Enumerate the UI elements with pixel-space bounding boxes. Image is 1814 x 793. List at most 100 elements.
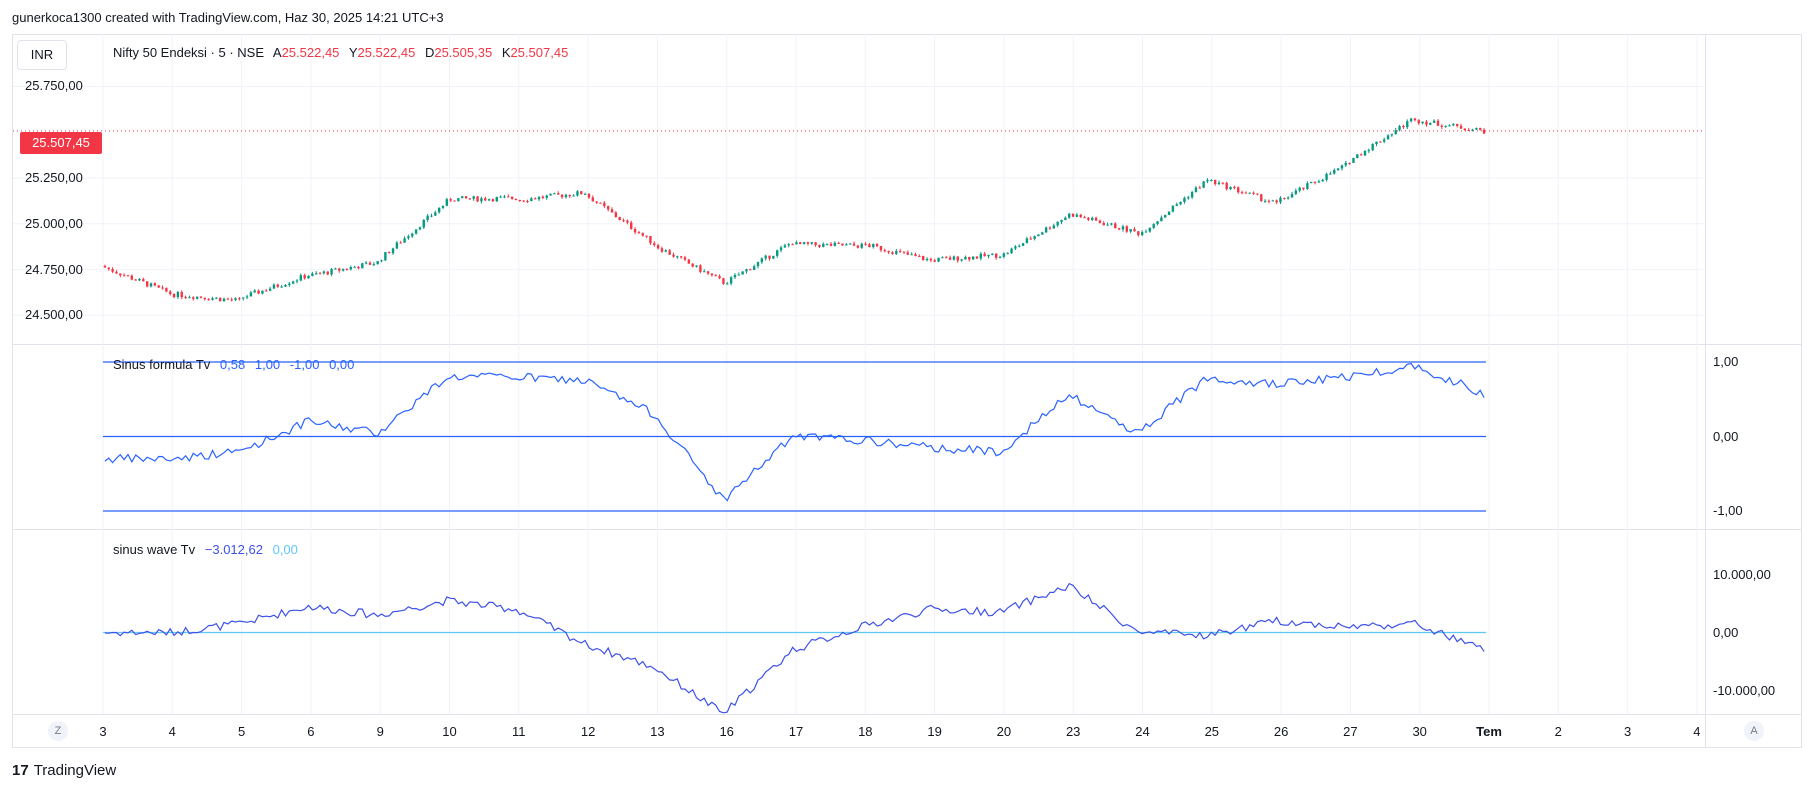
candle-body: [1083, 217, 1086, 219]
candle-body: [603, 202, 606, 207]
candle-body: [737, 274, 740, 276]
candle-body: [172, 293, 176, 298]
candle-body: [1037, 234, 1040, 237]
candle-body: [1467, 129, 1470, 131]
high-label: Y: [348, 45, 358, 60]
candle-body: [1018, 245, 1021, 247]
candle-body: [1375, 141, 1378, 145]
candle-body: [499, 196, 502, 198]
candle-body: [925, 258, 929, 261]
candle-body: [192, 297, 195, 299]
sinus-formula-legend[interactable]: Sinus formula Tv 0,58 1,00 -1,00 0,00: [113, 357, 360, 372]
timezone-button[interactable]: Z: [48, 721, 68, 741]
candle-body: [318, 273, 322, 275]
candle-body: [1382, 139, 1386, 142]
candle-body: [441, 205, 445, 208]
candle-body: [188, 297, 191, 299]
candle-body: [1359, 154, 1363, 156]
candle-body: [422, 220, 425, 228]
candle-body: [107, 267, 110, 269]
pane-separator[interactable]: [12, 344, 1802, 345]
time-tick-label: 18: [858, 724, 873, 739]
candle-body: [1333, 169, 1336, 174]
main-legend[interactable]: Nifty 50 Endeksi · 5 · NSE A25.522,45 Y2…: [113, 45, 574, 60]
candle-body: [553, 193, 556, 195]
candle-body: [879, 246, 883, 251]
candle-body: [176, 292, 180, 298]
candle-body: [752, 266, 756, 270]
candle-body: [699, 265, 702, 272]
candle-body: [1436, 120, 1440, 126]
candle-body: [1425, 121, 1428, 125]
candle-body: [153, 283, 157, 286]
candle-body: [787, 244, 790, 246]
candle-body: [222, 298, 226, 302]
candle-body: [1190, 192, 1194, 198]
candle-body: [1137, 231, 1140, 236]
candle-body: [921, 256, 925, 261]
candle-body: [149, 283, 153, 287]
candle-body: [956, 256, 959, 261]
candle-body: [1014, 246, 1017, 249]
candle-body: [1106, 224, 1109, 226]
symbol-label[interactable]: Nifty 50 Endeksi · 5 · NSE: [113, 45, 264, 60]
candle-body: [1221, 182, 1225, 184]
candle-body: [284, 285, 287, 287]
candle-body: [849, 243, 852, 245]
candle-body: [622, 220, 625, 222]
auto-scale-button[interactable]: A: [1744, 721, 1764, 741]
candle-body: [1160, 217, 1163, 222]
candle-body: [764, 255, 767, 259]
time-tick-label: 30: [1412, 724, 1427, 739]
candle-body: [468, 198, 472, 200]
candle-body: [491, 199, 495, 202]
candle-body: [1356, 154, 1359, 159]
time-tick-label: 6: [307, 724, 315, 739]
candle-body: [126, 275, 130, 277]
time-tick-label: 10: [442, 724, 457, 739]
candle-body: [883, 250, 886, 252]
candle-body: [703, 271, 706, 273]
candle-body: [449, 199, 452, 201]
candle-body: [207, 299, 210, 301]
candle-body: [218, 297, 222, 302]
candle-body: [1198, 187, 1201, 189]
candle-body: [514, 198, 518, 200]
candle-body: [299, 275, 303, 281]
candle-body: [119, 273, 122, 276]
candle-body: [1371, 144, 1374, 151]
candle-body: [142, 279, 145, 282]
candle-body: [868, 244, 871, 248]
candle-body: [157, 285, 160, 288]
candle-body: [695, 265, 698, 267]
candle-body: [288, 283, 291, 286]
candle-body: [1175, 204, 1178, 206]
tradingview-logo[interactable]: 17 TradingView: [12, 762, 116, 779]
pane-separator[interactable]: [12, 529, 1802, 530]
candle-body: [1275, 200, 1278, 203]
candle-body: [660, 248, 664, 252]
candle-body: [971, 256, 975, 260]
candle-body: [522, 200, 525, 202]
candle-body: [606, 206, 610, 210]
indicator-name[interactable]: Sinus formula Tv: [113, 357, 211, 372]
currency-button[interactable]: INR: [17, 40, 67, 70]
candle-body: [741, 271, 744, 275]
candle-body: [1179, 201, 1182, 205]
sinus-wave-legend[interactable]: sinus wave Tv −3.012,62 0,00: [113, 542, 304, 557]
candle-body: [1229, 186, 1232, 190]
indicator-tick-label: 0,00: [1713, 624, 1739, 640]
candle-body: [103, 265, 107, 268]
candle-body: [430, 215, 433, 217]
candle-body: [1075, 214, 1079, 217]
candle-body: [1144, 231, 1148, 233]
time-tick-label: 24: [1135, 724, 1150, 739]
candle-body: [779, 247, 783, 251]
price-tick-label: 25.000,00: [25, 215, 83, 231]
candle-body: [887, 250, 890, 253]
candle-body: [460, 196, 464, 199]
candle-body: [898, 250, 902, 252]
candle-body: [968, 256, 971, 260]
indicator-name[interactable]: sinus wave Tv: [113, 542, 196, 557]
